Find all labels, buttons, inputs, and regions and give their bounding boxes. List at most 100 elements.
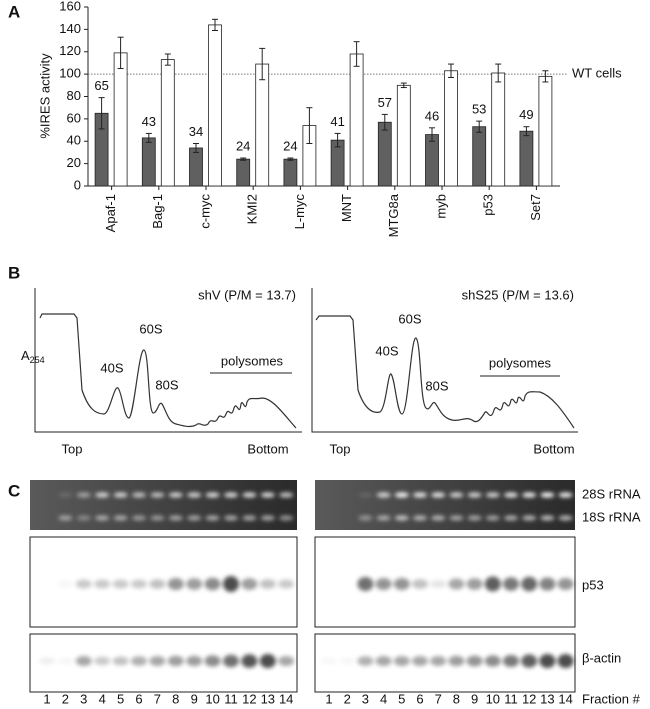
error-bar [145, 132, 152, 143]
actin-band [412, 656, 428, 666]
value-label: 57 [378, 95, 392, 110]
actin-band [94, 656, 111, 666]
actin-band [204, 655, 221, 667]
p53-band [521, 576, 538, 592]
actin-band [167, 655, 184, 667]
error-bar [523, 126, 530, 137]
fraction-number: 14 [558, 691, 572, 706]
rrna-band [242, 492, 257, 498]
y-tick-label: 100 [59, 66, 81, 81]
rrna-band [187, 492, 202, 498]
rrna-band [150, 515, 165, 521]
fraction-number: 10 [205, 691, 219, 706]
fraction-number: 14 [279, 691, 293, 706]
bar [113, 52, 128, 187]
fraction-number: 7 [154, 691, 161, 706]
p53-band [375, 578, 392, 590]
peak-label: 80S [155, 377, 178, 392]
actin-band [39, 657, 55, 665]
rrna-band [413, 515, 427, 521]
rrna-band [449, 515, 464, 521]
fraction-number: 3 [362, 691, 369, 706]
error-bar [353, 41, 360, 67]
value-label: 65 [94, 78, 108, 93]
polysome-label: polysomes [489, 355, 552, 370]
fraction-number: 12 [242, 691, 256, 706]
error-bar [240, 157, 247, 161]
error-bar [429, 127, 435, 142]
fraction-number: 8 [172, 691, 179, 706]
panel-label: B [8, 263, 20, 282]
fraction-number: 7 [435, 691, 442, 706]
bar [538, 75, 553, 187]
error-bar [306, 107, 313, 144]
actin-band [430, 656, 447, 666]
rrna-band [58, 515, 73, 521]
y-label-sub: 254 [30, 355, 45, 365]
error-bar [400, 82, 407, 89]
value-label: 49 [519, 107, 533, 122]
p53-band [112, 579, 129, 589]
rrna-band [168, 492, 183, 498]
blot-bands [39, 492, 574, 668]
actin-band [503, 655, 519, 667]
axis [311, 288, 578, 433]
y-tick-label: 120 [59, 43, 81, 58]
x-tick-label: MNT [339, 194, 354, 222]
rrna-band [279, 515, 294, 521]
profile-title: shV (P/M = 13.7) [198, 287, 296, 302]
fraction-label: Fraction # [582, 691, 641, 706]
fraction-number: 3 [80, 691, 87, 706]
fraction-number: 1 [43, 691, 50, 706]
rrna-band [224, 515, 238, 521]
bar [377, 121, 392, 187]
rrna-band [449, 492, 464, 498]
p53-band [357, 577, 374, 591]
error-bar [98, 97, 105, 130]
fraction-number: 11 [224, 691, 238, 706]
bar [255, 63, 270, 187]
error-bar [381, 113, 388, 131]
fraction-number: 8 [453, 691, 460, 706]
rrna-band [95, 515, 110, 521]
p53-band [393, 578, 410, 590]
y-tick-label: 60 [67, 110, 81, 125]
peak-label: 40S [375, 343, 398, 358]
bar [141, 137, 156, 187]
fraction-number: 2 [344, 691, 351, 706]
fraction-number: 13 [261, 691, 275, 706]
actin-band [149, 656, 166, 666]
fraction-number: 13 [540, 691, 554, 706]
profile-y-label: A254 [21, 348, 45, 365]
rrna-band [168, 515, 183, 521]
error-bar [287, 157, 294, 161]
value-label: 41 [330, 114, 344, 129]
blot-row-label: 18S rRNA [582, 509, 641, 524]
bar [160, 59, 175, 187]
actin-band [57, 658, 73, 664]
rrna-band [58, 492, 73, 498]
value-label: 43 [142, 114, 156, 129]
rrna-band [485, 515, 500, 521]
rrna-band [431, 515, 446, 521]
peak-label: 80S [425, 378, 448, 393]
blot-row-label: p53 [582, 577, 604, 592]
error-bar [212, 18, 218, 31]
p53-band [223, 576, 239, 592]
p53-band [259, 579, 276, 589]
fraction-number: 12 [522, 691, 536, 706]
error-bar [495, 63, 502, 83]
panel-label: C [8, 481, 20, 500]
actin-band [223, 654, 239, 668]
p53-band [241, 578, 258, 590]
rrna-band [76, 492, 91, 498]
x-tick-label: Bag-1 [150, 194, 165, 229]
value-label: 46 [425, 108, 439, 123]
p53-band [484, 576, 501, 592]
p53-band [557, 578, 574, 590]
rrna-band [558, 515, 573, 521]
fraction-number: 9 [471, 691, 478, 706]
rrna-band [150, 492, 165, 498]
gel-rrna [315, 480, 575, 530]
